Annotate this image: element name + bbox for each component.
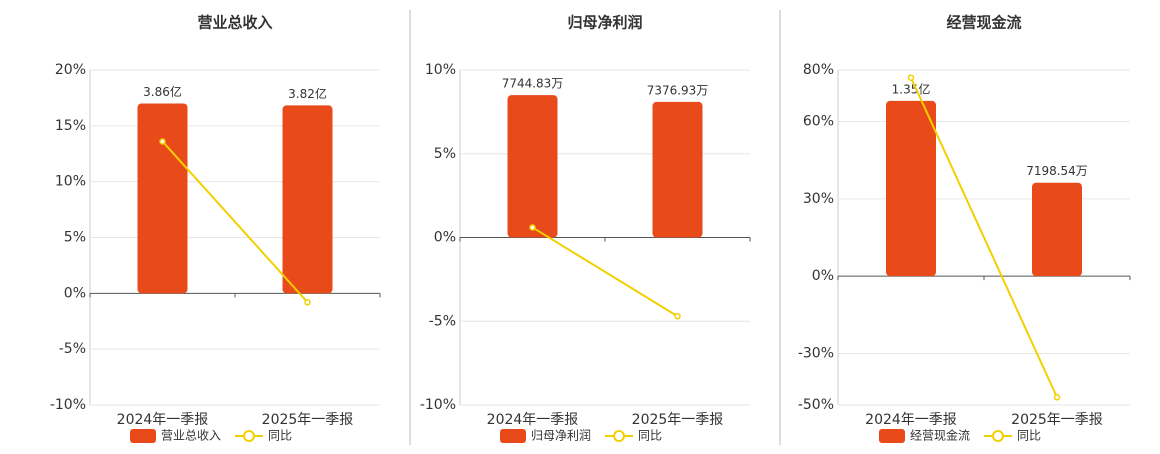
legend-marker — [243, 430, 255, 442]
bar-value-label: 7198.54万 — [1026, 164, 1088, 178]
y-tick-label: 80% — [803, 62, 834, 78]
legend-marker — [613, 430, 625, 442]
x-tick-label: 2024年一季报 — [865, 412, 957, 428]
bar — [886, 100, 936, 277]
yoy-point — [159, 138, 166, 145]
y-tick-label: 15% — [55, 118, 86, 134]
yoy-point — [529, 224, 536, 231]
legend-swatch — [500, 429, 526, 443]
bar-value-label: 3.82亿 — [288, 86, 327, 101]
bar-value-label: 1.35亿 — [892, 81, 931, 96]
x-tick-label: 2024年一季报 — [487, 412, 579, 428]
y-tick-label: -10% — [420, 397, 456, 413]
yoy-point — [1053, 394, 1061, 401]
y-tick-label: -5% — [59, 341, 86, 357]
bar — [1032, 182, 1082, 277]
chart-title: 经营现金流 — [946, 14, 1021, 32]
bar — [282, 105, 333, 294]
yoy-point — [674, 312, 681, 320]
legend-label: 经营现金流 — [910, 428, 970, 443]
x-tick-label: 2025年一季报 — [1011, 412, 1103, 428]
y-tick-label: 10% — [55, 174, 86, 190]
y-tick-label: -50% — [798, 397, 834, 413]
x-tick-label: 2024年一季报 — [117, 412, 209, 428]
bar — [507, 95, 558, 238]
legend-label: 营业总收入 — [161, 429, 221, 443]
legend-label: 同比 — [638, 429, 662, 443]
y-tick-label: 0% — [812, 268, 834, 284]
x-tick-label: 2025年一季报 — [262, 412, 354, 428]
chart-title: 营业总收入 — [197, 14, 272, 32]
legend-label: 归母净利润 — [531, 429, 591, 443]
yoy-line — [531, 226, 679, 318]
yoy-line — [161, 140, 309, 303]
y-tick-label: -5% — [429, 313, 456, 329]
bar — [137, 103, 188, 294]
chart-title: 归母净利润 — [567, 14, 642, 32]
y-tick-label: -30% — [798, 345, 834, 361]
legend-swatch — [130, 429, 156, 443]
y-tick-label: 60% — [803, 114, 834, 130]
y-tick-label: 30% — [803, 191, 834, 207]
legend-marker — [992, 430, 1004, 442]
legend-label: 同比 — [1017, 429, 1041, 443]
y-tick-label: 20% — [55, 62, 86, 78]
bar-value-label: 7744.83万 — [502, 77, 564, 91]
yoy-point — [304, 299, 311, 306]
yoy-point — [907, 74, 915, 81]
x-tick-label: 2025年一季报 — [632, 412, 724, 428]
y-tick-label: 0% — [434, 230, 456, 246]
y-tick-label: 10% — [425, 62, 456, 78]
legend-label: 同比 — [268, 429, 292, 443]
bar-value-label: 7376.93万 — [647, 83, 709, 97]
legend-swatch — [879, 429, 905, 443]
bar — [652, 101, 703, 238]
y-tick-label: -10% — [50, 397, 86, 413]
y-tick-label: 5% — [434, 146, 456, 162]
yoy-line — [910, 77, 1058, 398]
y-tick-label: 0% — [64, 285, 86, 301]
y-tick-label: 5% — [64, 230, 86, 246]
bar-value-label: 3.86亿 — [143, 84, 182, 99]
